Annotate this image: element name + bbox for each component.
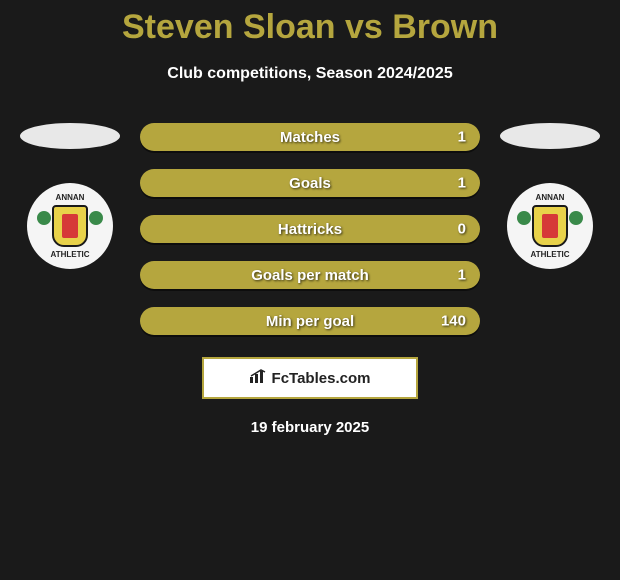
- shield-inner: [62, 214, 78, 238]
- main-container: Steven Sloan vs Brown Club competitions,…: [0, 0, 620, 436]
- brand-text: FcTables.com: [272, 370, 371, 387]
- player-oval-left: [20, 123, 120, 149]
- badge-text-top: ANNAN: [35, 193, 105, 202]
- badge-text-bottom: ATHLETIC: [515, 250, 585, 259]
- thistle-icon: [89, 211, 103, 225]
- thistle-icon: [37, 211, 51, 225]
- stat-value: 0: [458, 221, 466, 238]
- stat-value: 140: [441, 313, 466, 330]
- thistle-icon: [569, 211, 583, 225]
- thistle-icon: [517, 211, 531, 225]
- brand-footer[interactable]: FcTables.com: [202, 357, 418, 399]
- shield-inner: [542, 214, 558, 238]
- subtitle: Club competitions, Season 2024/2025: [0, 65, 620, 83]
- chart-icon: [250, 369, 268, 387]
- badge-text-bottom: ATHLETIC: [35, 250, 105, 259]
- left-player-col: ANNAN ATHLETIC: [20, 123, 120, 269]
- stat-value: 1: [458, 129, 466, 146]
- stat-bar-matches: Matches 1: [140, 123, 480, 151]
- stat-bar-min-per-goal: Min per goal 140: [140, 307, 480, 335]
- stat-label: Min per goal: [266, 313, 354, 330]
- badge-text-top: ANNAN: [515, 193, 585, 202]
- club-badge-right: ANNAN ATHLETIC: [507, 183, 593, 269]
- stat-label: Matches: [280, 129, 340, 146]
- right-player-col: ANNAN ATHLETIC: [500, 123, 600, 269]
- shield-icon: [532, 205, 568, 247]
- shield-icon: [52, 205, 88, 247]
- stat-value: 1: [458, 175, 466, 192]
- player-oval-right: [500, 123, 600, 149]
- stat-bar-goals: Goals 1: [140, 169, 480, 197]
- comparison-row: ANNAN ATHLETIC Matches 1 Goals 1: [0, 123, 620, 335]
- stat-bar-hattricks: Hattricks 0: [140, 215, 480, 243]
- badge-graphic: ANNAN ATHLETIC: [515, 191, 585, 261]
- stat-label: Goals: [289, 175, 331, 192]
- stat-label: Hattricks: [278, 221, 342, 238]
- date-text: 19 february 2025: [0, 419, 620, 436]
- stats-column: Matches 1 Goals 1 Hattricks 0 Goals per …: [140, 123, 480, 335]
- stat-label: Goals per match: [251, 267, 369, 284]
- badge-graphic: ANNAN ATHLETIC: [35, 191, 105, 261]
- page-title: Steven Sloan vs Brown: [0, 8, 620, 47]
- stat-bar-goals-per-match: Goals per match 1: [140, 261, 480, 289]
- club-badge-left: ANNAN ATHLETIC: [27, 183, 113, 269]
- stat-value: 1: [458, 267, 466, 284]
